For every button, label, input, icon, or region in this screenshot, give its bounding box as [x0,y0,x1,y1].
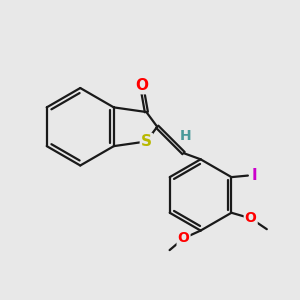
Text: O: O [245,211,256,225]
Text: O: O [135,78,148,93]
Text: S: S [141,134,152,149]
Text: H: H [179,129,191,143]
Text: O: O [178,231,190,245]
Text: I: I [252,168,257,183]
